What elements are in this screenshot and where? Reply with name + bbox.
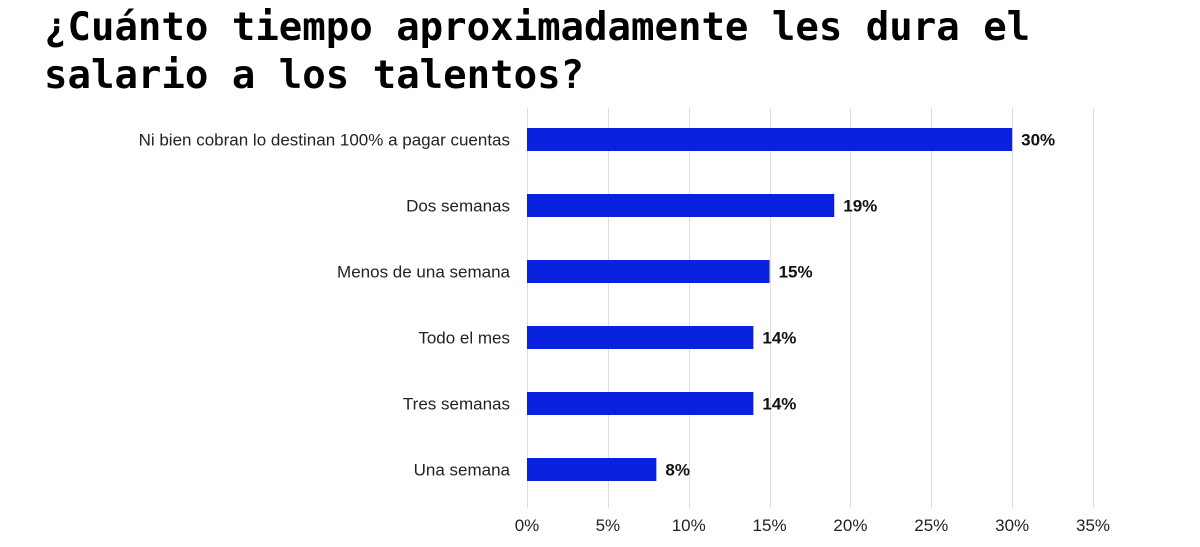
chart-title: ¿Cuánto tiempo aproximadamente les dura …: [44, 5, 1031, 98]
bar: [527, 194, 835, 217]
bars: [527, 128, 1013, 481]
value-labels: 30% 19% 15% 14% 14% 8%: [665, 131, 1055, 480]
data-label: 8%: [665, 461, 690, 480]
x-tick-label: 15%: [753, 516, 787, 535]
x-tick-label: 30%: [995, 516, 1029, 535]
x-tick-label: 20%: [833, 516, 867, 535]
x-axis-tick-labels: 0% 5% 10% 15% 20% 25% 30% 35%: [515, 516, 1110, 535]
category-label: Menos de una semana: [337, 263, 510, 282]
bar: [527, 128, 1013, 151]
category-label: Tres semanas: [403, 395, 510, 414]
bar: [527, 326, 754, 349]
category-label: Ni bien cobran lo destinan 100% a pagar …: [139, 131, 510, 150]
x-tick-label: 25%: [914, 516, 948, 535]
bar: [527, 458, 657, 481]
data-label: 14%: [762, 395, 796, 414]
category-label: Una semana: [414, 461, 511, 480]
data-label: 19%: [843, 197, 877, 216]
category-labels: Ni bien cobran lo destinan 100% a pagar …: [139, 131, 511, 480]
bar: [527, 392, 754, 415]
x-tick-label: 35%: [1076, 516, 1110, 535]
bar: [527, 260, 770, 283]
x-tick-label: 0%: [515, 516, 540, 535]
data-label: 14%: [762, 329, 796, 348]
data-label: 30%: [1021, 131, 1055, 150]
data-label: 15%: [779, 263, 813, 282]
x-tick-label: 10%: [672, 516, 706, 535]
gridlines: [527, 108, 1094, 508]
category-label: Todo el mes: [418, 329, 510, 348]
category-label: Dos semanas: [406, 197, 510, 216]
x-tick-label: 5%: [596, 516, 621, 535]
